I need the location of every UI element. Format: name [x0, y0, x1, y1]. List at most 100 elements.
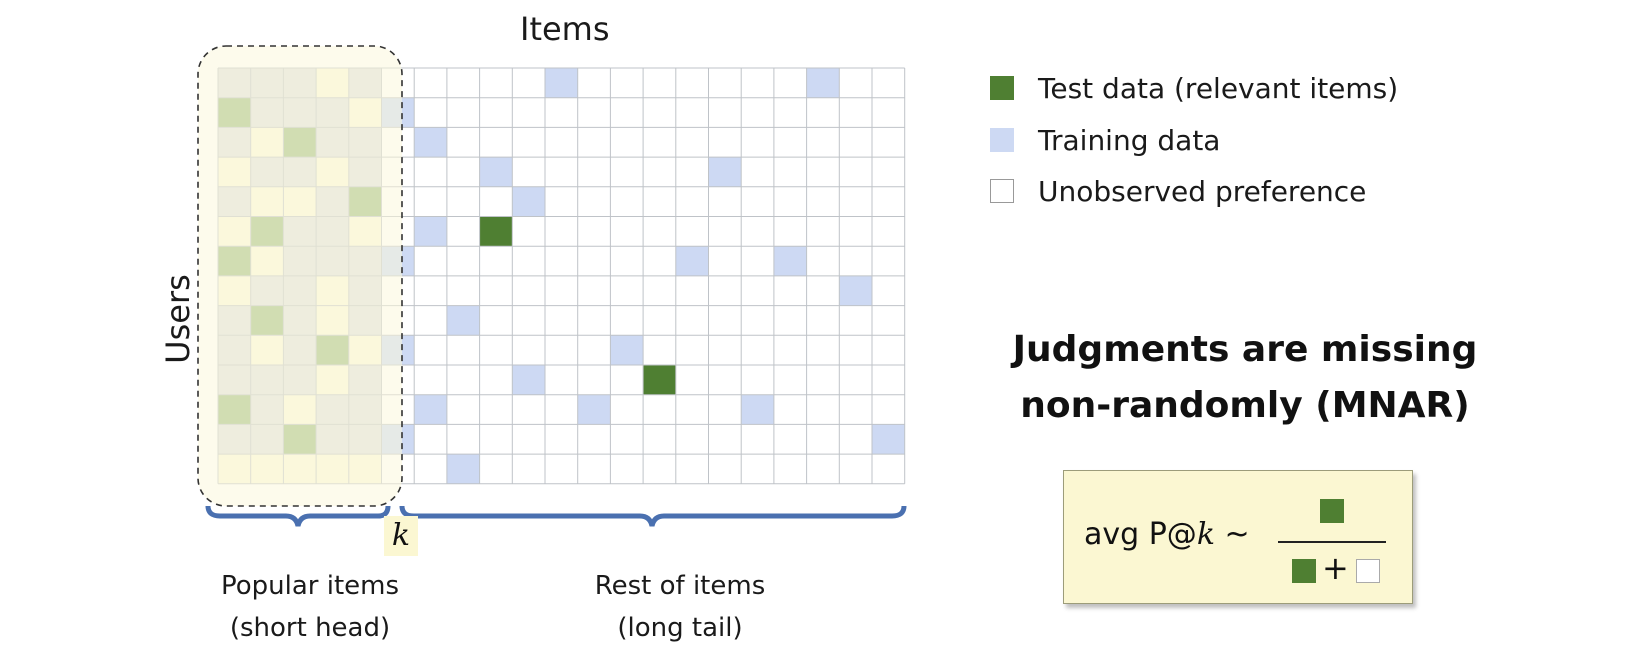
training-cell [610, 335, 644, 365]
legend-training: Training data [990, 123, 1220, 157]
head-cell [283, 246, 317, 276]
training-cell [446, 305, 480, 336]
head-cell-grey [316, 97, 349, 128]
head-cell [218, 186, 251, 217]
head-cell [348, 335, 382, 365]
formula-numerator-green-square [1320, 499, 1344, 523]
head-cell [316, 394, 349, 425]
head-cell-grey [218, 127, 251, 158]
head-cell-grey [250, 394, 284, 425]
rest-items-line1: Rest of items [594, 571, 766, 601]
head-cell [218, 305, 251, 336]
head-cell-grey [218, 335, 251, 365]
head-cell-grey [283, 216, 317, 247]
head-cell-grey [316, 246, 349, 276]
training-cell [512, 186, 545, 217]
training-cell [381, 335, 415, 365]
head-cell [348, 275, 382, 306]
head-cell [250, 424, 284, 455]
training-cell [381, 424, 415, 455]
head-cell [348, 157, 382, 187]
head-cell [283, 394, 317, 425]
head-cell-grey [348, 365, 382, 395]
training-cell [414, 394, 447, 425]
legend-unobserved: Unobserved preference [990, 174, 1366, 208]
legend-unobserved-text: Unobserved preference [1038, 174, 1367, 208]
head-cell [348, 68, 382, 98]
head-cell [218, 68, 251, 98]
head-cell [250, 394, 284, 425]
head-cell [283, 424, 317, 455]
test-cell-head [250, 305, 284, 336]
training-cell [872, 424, 905, 455]
head-cell [218, 365, 251, 395]
test-cell-head [250, 216, 284, 247]
head-cell [283, 275, 317, 306]
training-cell [675, 246, 709, 276]
head-cell [218, 216, 251, 247]
head-cell [250, 454, 284, 484]
head-cell [250, 275, 284, 306]
unobserved-swatch [990, 179, 1014, 203]
head-cell [218, 394, 251, 425]
mnar-line1: Judgments are missing [1012, 329, 1478, 370]
training-cell [545, 68, 578, 98]
head-cell [348, 394, 382, 425]
test-cell-head [218, 394, 251, 425]
head-cell-grey [218, 68, 251, 98]
head-cell [218, 97, 251, 128]
training-cell [839, 275, 872, 306]
head-cell [283, 97, 317, 128]
test-cell-head [218, 97, 251, 128]
head-cell-grey [250, 97, 284, 128]
head-cell [348, 97, 382, 128]
head-cell [218, 246, 251, 276]
head-cell [283, 335, 317, 365]
head-cell-grey [348, 68, 382, 98]
head-cell-grey [316, 186, 349, 217]
head-cell-grey [283, 365, 317, 395]
head-cell [218, 157, 251, 187]
training-cell [479, 157, 513, 187]
mnar-line2: non-randomly (MNAR) [1020, 385, 1470, 426]
training-cell [381, 246, 415, 276]
training-cell [806, 68, 840, 98]
head-cell [283, 454, 317, 484]
head-cell-grey [250, 68, 284, 98]
head-cell-grey [348, 157, 382, 187]
test-cell-head [316, 335, 349, 365]
head-cell [316, 157, 349, 187]
formula-box: avg P@k ~ + [1063, 470, 1413, 604]
formula-denominator-green-square [1292, 559, 1316, 583]
head-cell [283, 305, 317, 336]
head-cell [348, 365, 382, 395]
head-cell-grey [348, 246, 382, 276]
formula-prefix: avg P@k ~ [1084, 517, 1250, 552]
long-tail-brace [399, 505, 907, 527]
head-cell [316, 454, 349, 484]
head-cell [316, 424, 349, 455]
head-cell-grey [283, 68, 317, 98]
head-cell [250, 335, 284, 365]
head-cell [218, 275, 251, 306]
training-cell [741, 394, 774, 425]
head-cell [348, 216, 382, 247]
head-cell-grey [316, 394, 349, 425]
popular-items-line1: Popular items [220, 571, 400, 601]
short-head-brace [205, 505, 391, 527]
test-cell [643, 365, 676, 395]
head-cell [316, 305, 349, 336]
head-cell [218, 127, 251, 158]
head-cell [316, 127, 349, 158]
head-cell [250, 127, 284, 158]
head-cell [283, 68, 317, 98]
head-cell-grey [316, 424, 349, 455]
head-cell-grey [218, 424, 251, 455]
legend-test-text: Test data (relevant items) [1038, 71, 1399, 105]
head-cell-grey [218, 186, 251, 217]
training-cell [414, 127, 447, 158]
training-cell [577, 394, 611, 425]
head-cell [283, 186, 317, 217]
head-cell [348, 454, 382, 484]
head-cell-grey [250, 424, 284, 455]
